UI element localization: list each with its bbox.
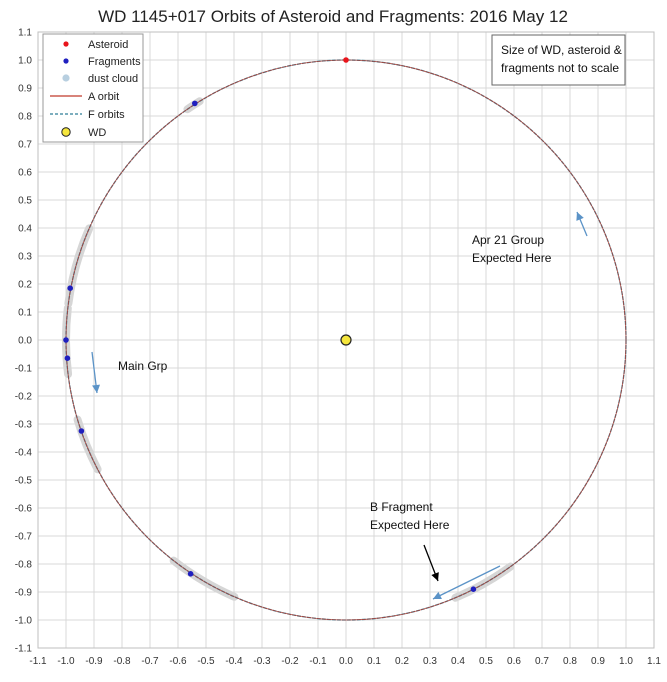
x-tick-label: -0.2 xyxy=(281,656,299,667)
y-tick-label: -0.8 xyxy=(15,560,33,571)
y-tick-label: -1.1 xyxy=(15,644,33,655)
legend-box xyxy=(42,33,144,143)
apr21-group-line1: Apr 21 Group xyxy=(472,233,544,247)
legend-dust-label: dust cloud xyxy=(88,73,138,85)
y-tick-label: 1.1 xyxy=(18,28,32,39)
b-fragment-line1: B Fragment xyxy=(370,500,433,514)
x-tick-label: -1.0 xyxy=(57,656,75,667)
legend-fragments-label: Fragments xyxy=(88,56,141,68)
legend: Asteroid Fragments dust cloud A orbit F … xyxy=(42,33,144,143)
x-tick-label: -0.5 xyxy=(197,656,215,667)
legend-fragments-marker xyxy=(63,58,69,64)
fragment-point xyxy=(192,100,198,107)
fragment-point xyxy=(187,571,194,577)
asteroid-point xyxy=(343,57,349,63)
x-tick-label: 0.5 xyxy=(479,656,493,667)
wd-point xyxy=(340,334,352,346)
y-tick-label: -1.0 xyxy=(15,616,33,627)
y-tick-label: -0.7 xyxy=(15,532,33,543)
x-tick-label: 0.7 xyxy=(535,656,549,667)
legend-wd-label: WD xyxy=(88,127,106,139)
legend-asteroid-label: Asteroid xyxy=(88,39,128,51)
x-tick-label: 1.0 xyxy=(619,656,633,667)
b-fragment-blue-arrow xyxy=(432,565,501,600)
x-tick-label: 0.9 xyxy=(591,656,605,667)
b-fragment-blue-arrow-head xyxy=(433,591,442,600)
x-tick-label: 0.1 xyxy=(367,656,381,667)
y-tick-label: 0.5 xyxy=(18,196,32,207)
y-tick-label: 0.0 xyxy=(18,336,32,347)
main-group-arrow-head xyxy=(92,384,101,393)
y-tick-label: 0.2 xyxy=(18,280,32,291)
x-tick-label: 0.2 xyxy=(395,656,409,667)
x-tick-label: -0.4 xyxy=(225,656,243,667)
legend-f-orbits-label: F orbits xyxy=(88,109,125,121)
x-tick-label: -0.7 xyxy=(141,656,159,667)
y-tick-label: -0.3 xyxy=(15,420,33,431)
y-tick-label: 0.3 xyxy=(18,252,32,263)
x-tick-label: 0.3 xyxy=(423,656,437,667)
x-tick-label: -1.1 xyxy=(29,656,47,667)
scale-note-box xyxy=(491,34,626,86)
x-tick-label: -0.3 xyxy=(253,656,271,667)
apr21-arrow-head xyxy=(576,212,584,221)
y-tick-label: 0.9 xyxy=(18,84,32,95)
scale-note-line2: fragments not to scale xyxy=(501,61,619,75)
x-tick-label: 0.4 xyxy=(451,656,465,667)
x-tick-label: 0.8 xyxy=(563,656,577,667)
x-tick-label: -0.6 xyxy=(169,656,187,667)
x-tick-label: 0.6 xyxy=(507,656,521,667)
y-tick-label: -0.9 xyxy=(15,588,33,599)
legend-wd-marker xyxy=(61,127,71,137)
plot-area-border xyxy=(37,31,655,649)
legend-a-orbit-label: A orbit xyxy=(88,91,119,103)
x-tick-label: 1.1 xyxy=(647,656,661,667)
y-tick-label: -0.6 xyxy=(15,504,33,515)
x-axis-ticks: -1.1 -1.0 -0.9 -0.8 -0.7 -0.6 -0.5 -0.4 -0.3 -0.2… xyxy=(29,656,661,667)
main-group-arrow xyxy=(91,351,101,394)
chart-title: WD 1145+017 Orbits of Asteroid and Fragm… xyxy=(98,7,568,26)
apr21-arrow xyxy=(576,211,588,237)
y-tick-label: 0.1 xyxy=(18,308,32,319)
b-fragment-black-arrow xyxy=(423,544,439,582)
fragment-point xyxy=(78,428,85,434)
y-tick-label: 0.8 xyxy=(18,112,32,123)
y-tick-label: -0.1 xyxy=(15,364,33,375)
y-tick-label: 0.7 xyxy=(18,140,32,151)
chart-points xyxy=(63,57,477,592)
legend-asteroid-marker xyxy=(63,41,69,47)
fragment-point xyxy=(63,337,69,343)
y-axis-ticks: 1.1 1.0 0.9 0.8 0.7 0.6 0.5 0.4 0.3 0.2 0.1 0.0 -0.1… xyxy=(15,28,33,655)
b-fragment-line2: Expected Here xyxy=(370,518,450,532)
fragment-point xyxy=(470,586,477,592)
y-tick-label: -0.4 xyxy=(15,448,33,459)
b-fragment-blue-arrow-shaft xyxy=(432,565,501,600)
x-tick-label: -0.9 xyxy=(85,656,103,667)
legend-dust-marker xyxy=(62,74,70,82)
x-tick-label: -0.1 xyxy=(309,656,327,667)
b-fragment-black-arrow-head xyxy=(431,572,439,581)
annotation-arrows xyxy=(91,211,588,600)
main-group-label: Main Grp xyxy=(118,359,168,373)
y-tick-label: 1.0 xyxy=(18,56,32,67)
fragment-point xyxy=(67,285,73,292)
y-tick-label: -0.2 xyxy=(15,392,33,403)
scale-note-line1: Size of WD, asteroid & xyxy=(501,43,622,57)
x-tick-label: 0.0 xyxy=(339,656,353,667)
y-tick-label: -0.5 xyxy=(15,476,33,487)
y-tick-label: 0.4 xyxy=(18,224,32,235)
fragment-point xyxy=(64,355,71,362)
scale-note: Size of WD, asteroid & fragments not to … xyxy=(491,34,626,86)
y-tick-label: 0.6 xyxy=(18,168,32,179)
x-tick-label: -0.8 xyxy=(113,656,131,667)
apr21-group-line2: Expected Here xyxy=(472,251,552,265)
